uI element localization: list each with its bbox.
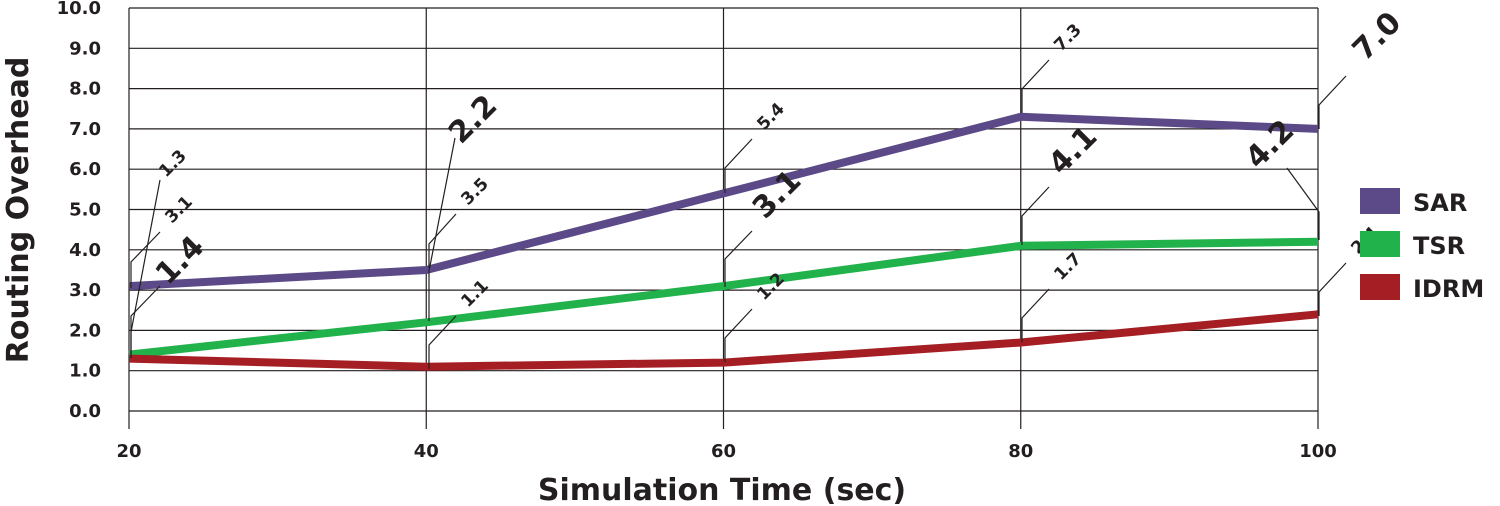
legend-swatch-tsr	[1360, 231, 1400, 257]
leader-line	[428, 315, 457, 369]
leader-line	[1021, 59, 1050, 113]
leader-line	[724, 308, 753, 362]
leader-line	[724, 138, 753, 193]
y-tick-label: 2.0	[69, 320, 101, 341]
leader-line	[1286, 167, 1320, 240]
x-tick-label: 100	[1299, 441, 1337, 462]
legend-label-tsr: TSR	[1413, 232, 1465, 260]
legend-swatch-idrm	[1360, 274, 1400, 300]
data-label-tsr: 2.2	[442, 88, 504, 150]
leader-line	[428, 213, 457, 268]
data-label-idrm: 1.3	[155, 146, 190, 181]
x-axis-ticks: 20 40 60 80 100	[116, 441, 1336, 462]
legend: SAR TSR IDRM	[1360, 188, 1484, 303]
legend-label-idrm: IDRM	[1413, 275, 1484, 303]
series-line-sar	[128, 112, 1319, 291]
y-tick-label: 3.0	[69, 280, 101, 301]
y-tick-label: 10.0	[57, 0, 101, 19]
leader-line	[724, 230, 753, 287]
data-label-sar: 3.1	[161, 192, 196, 227]
legend-swatch-sar	[1360, 188, 1400, 214]
y-tick-label: 4.0	[69, 240, 101, 261]
data-label-idrm: 1.1	[457, 276, 492, 311]
series-line-idrm	[128, 310, 1319, 371]
leader-line	[130, 231, 161, 288]
y-tick-label: 9.0	[69, 38, 101, 59]
y-tick-label: 5.0	[69, 200, 101, 221]
y-tick-label: 6.0	[69, 159, 101, 180]
data-label-sar: 7.3	[1050, 20, 1085, 55]
data-label-sar: 3.5	[457, 174, 492, 209]
leader-line	[1318, 262, 1347, 316]
series-line-tsr	[128, 237, 1319, 359]
x-tick-label: 60	[711, 441, 736, 462]
series-lines	[128, 112, 1319, 371]
y-axis-title: Routing Overhead	[1, 57, 36, 364]
data-labels: 3.13.55.47.3 7.01.42.23.14.1 4.21.31.1 1.21…	[130, 5, 1408, 369]
legend-label-sar: SAR	[1413, 189, 1467, 217]
y-tick-label: 1.0	[69, 361, 101, 382]
y-axis-ticks: 0.0 1.0 2.0 3.0 4.0 5.0 6.0 7.0 8.0 9.0 10.0	[57, 0, 101, 422]
x-tick-label: 20	[116, 441, 141, 462]
x-axis-title: Simulation Time (sec)	[538, 473, 906, 506]
leader-line	[428, 137, 456, 321]
leader-line	[1021, 288, 1050, 342]
leader-line	[1021, 186, 1050, 245]
data-label-sar: 7.0	[1346, 5, 1408, 67]
leader-line	[130, 285, 161, 354]
x-tick-label: 80	[1008, 441, 1033, 462]
leader-line	[1318, 75, 1347, 129]
y-tick-label: 7.0	[69, 119, 101, 140]
y-tick-label: 0.0	[69, 401, 101, 422]
y-tick-label: 8.0	[69, 79, 101, 100]
x-tick-label: 40	[414, 441, 439, 462]
data-label-idrm: 1.7	[1050, 249, 1085, 284]
leader-line	[130, 179, 161, 358]
